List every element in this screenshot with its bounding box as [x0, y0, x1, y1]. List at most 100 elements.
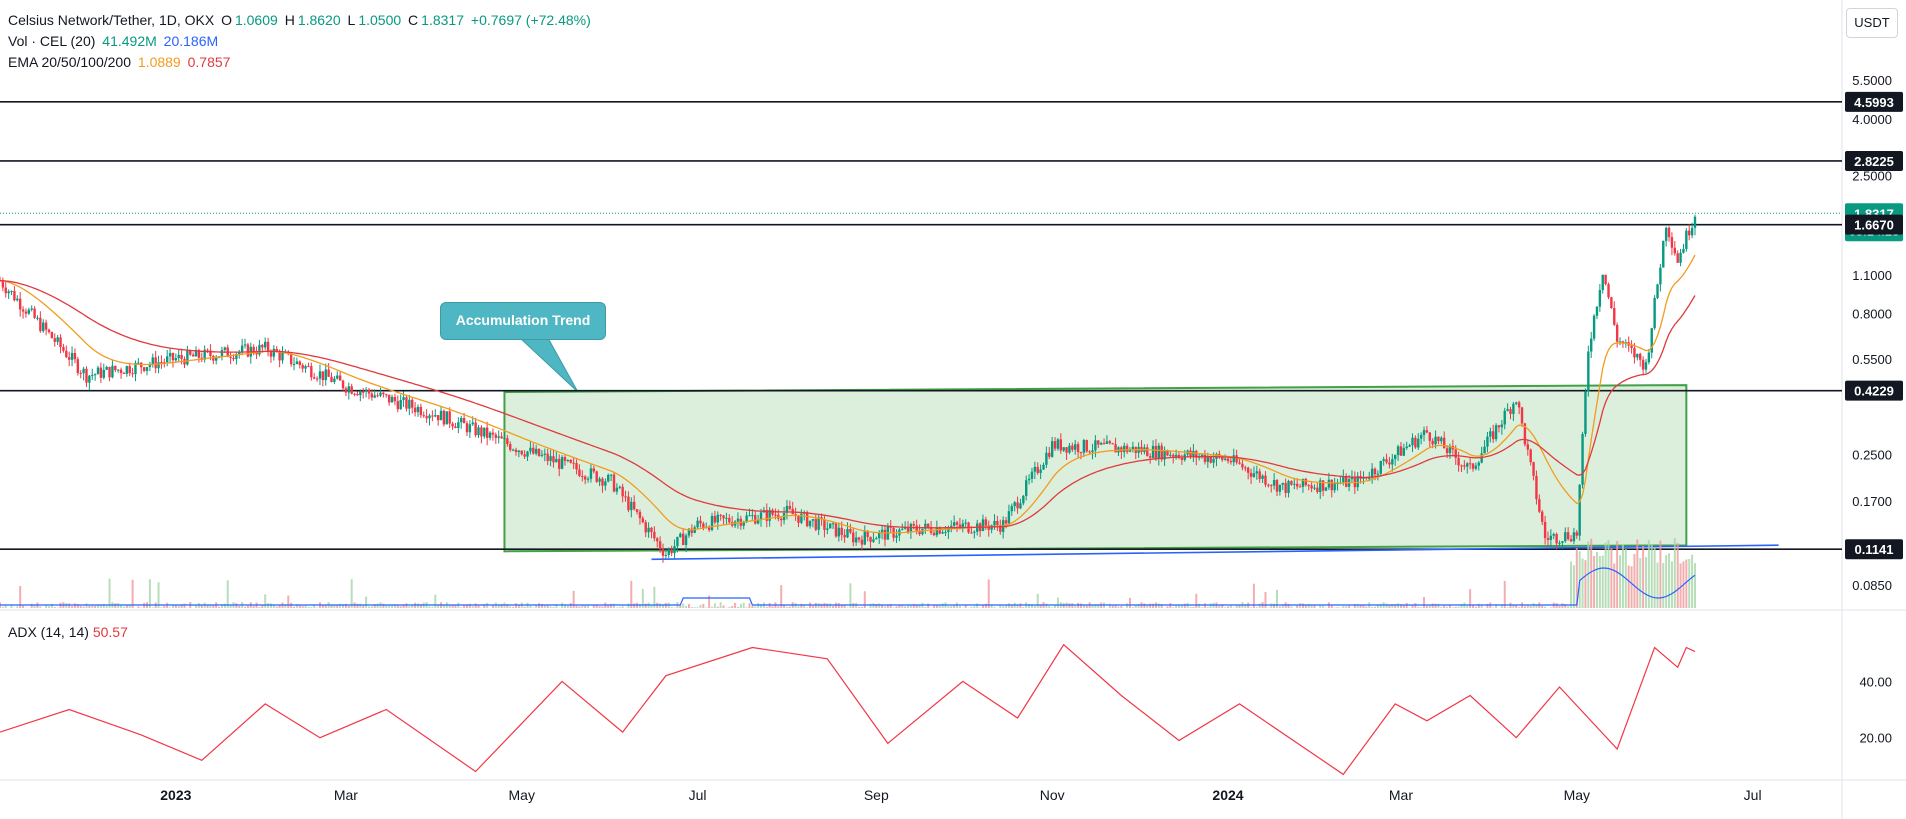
candle-body: [860, 539, 864, 545]
volume-bar: [1201, 607, 1204, 608]
candle-body: [1434, 436, 1437, 445]
volume-bar: [454, 605, 457, 608]
y-tick-label: 0.1700: [1852, 494, 1892, 509]
volume-bar: [1693, 563, 1696, 608]
volume-bar: [1512, 604, 1515, 608]
volume-bar: [713, 603, 716, 608]
volume-bar: [1503, 580, 1506, 608]
volume-bar: [1668, 553, 1671, 608]
volume-bar: [1114, 605, 1117, 608]
volume-bar: [465, 604, 468, 608]
annotation-callout[interactable]: Accumulation Trend: [440, 302, 606, 340]
volume-bar: [1016, 604, 1019, 608]
volume-bar: [1258, 603, 1261, 608]
x-tick-label: May: [509, 787, 535, 803]
candle-body: [142, 367, 146, 371]
volume-bar: [728, 606, 731, 608]
candle-body: [425, 416, 428, 419]
volume-bar: [690, 607, 693, 608]
annotation-pointer: [518, 337, 579, 393]
close-label: C: [408, 12, 419, 28]
candle-body: [673, 546, 676, 554]
candle-body: [194, 350, 198, 357]
candle-body: [214, 357, 218, 361]
level-price-label: 1.6670: [1854, 218, 1894, 233]
candle-body: [1258, 471, 1261, 479]
volume-bar: [682, 603, 685, 608]
candle-body: [918, 530, 921, 535]
candle-body: [667, 549, 670, 556]
candle-body: [924, 523, 927, 529]
volume-bar: [938, 605, 941, 608]
volume-bar: [1399, 604, 1402, 608]
volume-bar: [1376, 604, 1379, 608]
candle-body: [465, 423, 469, 433]
candle-body: [1050, 441, 1054, 457]
candle-body: [1506, 409, 1509, 411]
volume-bar: [1466, 605, 1469, 608]
volume-bar: [1085, 605, 1088, 608]
volume-bar: [1224, 607, 1227, 608]
volume-bar: [1255, 607, 1258, 608]
volume-bar: [460, 607, 463, 608]
candle-body: [292, 363, 296, 365]
candle-body: [849, 528, 852, 533]
volume-bar: [1079, 603, 1082, 608]
volume-bar: [1460, 604, 1463, 608]
volume-bar: [1235, 604, 1238, 608]
currency-button[interactable]: USDT: [1846, 8, 1898, 38]
candle-body: [1284, 483, 1287, 493]
volume-bar: [1005, 604, 1008, 608]
volume-bar: [785, 606, 788, 608]
volume-bar: [973, 606, 976, 608]
candle-body: [503, 438, 506, 440]
candle-body: [710, 515, 714, 530]
candle-body: [338, 375, 342, 381]
candle-body: [278, 352, 281, 361]
volume-bar: [1301, 603, 1304, 608]
x-tick-label: 2023: [160, 787, 191, 803]
candle-body: [1007, 511, 1011, 524]
candle-body: [275, 348, 278, 353]
volume-bar: [829, 603, 832, 608]
candle-body: [586, 478, 590, 480]
candle-body: [1209, 456, 1212, 463]
candle-body: [431, 415, 434, 417]
candle-body: [1552, 534, 1555, 536]
candle-body: [1445, 448, 1449, 454]
candle-body: [483, 427, 486, 437]
candle-body: [560, 457, 564, 469]
candle-body: [238, 351, 241, 355]
volume-bar: [94, 605, 97, 608]
volume-bar: [745, 607, 748, 608]
candle-body: [1310, 485, 1313, 489]
candle-body: [1584, 391, 1587, 435]
candle-body: [866, 531, 869, 537]
candle-body: [1636, 353, 1639, 358]
candle-body: [379, 392, 382, 396]
volume-bar: [293, 606, 296, 608]
volume-bar: [1676, 542, 1679, 608]
volume-bar: [595, 604, 598, 608]
volume-bar: [708, 595, 711, 608]
candle-body: [1045, 452, 1048, 465]
candle-body: [656, 538, 659, 542]
candle-body: [1304, 478, 1308, 486]
candle-body: [970, 532, 973, 534]
volume-bar: [399, 606, 402, 608]
candle-body: [1382, 459, 1385, 461]
volume-bar: [1287, 603, 1290, 608]
volume-bar: [1642, 545, 1645, 608]
volume-bar: [958, 606, 961, 608]
candle-body: [468, 424, 472, 433]
volume-bar: [1229, 605, 1232, 608]
candle-body: [1324, 487, 1328, 491]
candle-body: [1379, 460, 1382, 474]
candle-body: [1541, 511, 1544, 522]
level-price-label: 4.5993: [1854, 95, 1894, 110]
volume-bar: [1679, 563, 1682, 608]
candle-body: [834, 523, 838, 537]
candle-body: [820, 517, 823, 520]
volume-bar: [206, 605, 209, 608]
